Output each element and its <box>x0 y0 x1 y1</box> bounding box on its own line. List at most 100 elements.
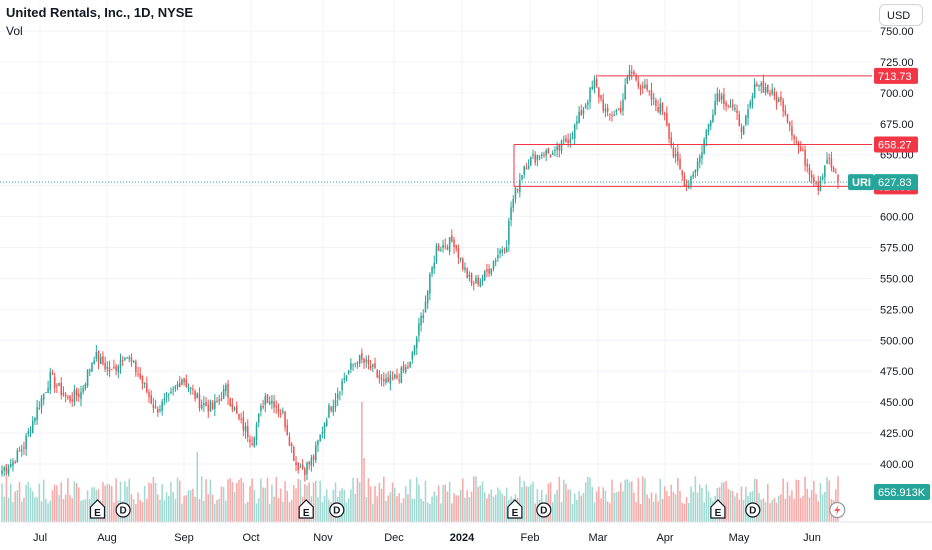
volume-bar <box>648 498 651 522</box>
volume-bar <box>580 495 583 522</box>
candle-body <box>659 103 662 114</box>
candle-body <box>325 419 328 426</box>
chart-grid <box>0 0 872 522</box>
candle-body <box>10 463 12 467</box>
candle-body <box>415 337 418 348</box>
x-tick-label: Aug <box>97 532 117 544</box>
candle-body <box>297 462 299 471</box>
earnings-icon[interactable] <box>89 499 106 519</box>
volume-bar <box>736 492 738 522</box>
dividend-icon[interactable] <box>329 502 345 518</box>
volume-bar <box>393 487 396 522</box>
volume-legend: Vol <box>6 24 23 38</box>
volume-bar <box>635 502 637 522</box>
candle-body <box>694 169 697 173</box>
x-tick-label: 2024 <box>450 532 475 544</box>
volume-bar <box>681 502 683 522</box>
volume-bar <box>602 487 604 522</box>
volume-bar <box>374 486 376 522</box>
volume-bar <box>135 503 137 522</box>
candle-body <box>200 404 203 409</box>
volume-bar <box>668 496 670 522</box>
candle-body <box>299 466 302 468</box>
volume-bar <box>422 500 425 522</box>
volume-bar <box>257 498 260 522</box>
volume-bar <box>319 480 321 522</box>
dividend-icon[interactable] <box>745 502 761 518</box>
earnings-icon[interactable] <box>710 499 726 519</box>
dividend-icon[interactable] <box>115 502 131 518</box>
candle-body <box>716 93 719 102</box>
candle-body <box>275 406 278 408</box>
candle-body <box>150 395 152 404</box>
volume-bar <box>571 503 574 522</box>
volume-bar <box>233 492 236 522</box>
candle-body <box>551 152 554 155</box>
candle-body <box>264 396 267 406</box>
volume-bar <box>205 479 207 522</box>
currency-button[interactable]: USD <box>879 4 923 26</box>
x-tick-label: Apr <box>656 532 673 544</box>
volume-bar <box>115 478 117 522</box>
x-tick-label: Jul <box>33 532 47 544</box>
candle-body <box>86 370 89 386</box>
candle-body <box>347 370 350 374</box>
volume-bar <box>674 494 677 522</box>
volume-bar <box>652 501 655 522</box>
volume-bar <box>119 481 122 522</box>
candle-body <box>268 401 271 405</box>
volume-bar <box>187 490 190 522</box>
dividend-marker-label: D <box>540 506 547 517</box>
candle-body <box>690 176 692 185</box>
candle-body <box>573 124 576 139</box>
candle-body <box>389 375 392 384</box>
candle-body <box>530 157 532 166</box>
volume-bar <box>325 489 328 522</box>
volume-bar <box>367 478 370 522</box>
candle-body <box>56 385 58 387</box>
volume-bar <box>646 494 648 522</box>
candle-body <box>532 154 534 156</box>
candle-body <box>413 346 416 355</box>
volume-bar <box>773 497 776 522</box>
volume-bar <box>69 495 71 522</box>
earnings-icon[interactable] <box>298 499 314 519</box>
candle-body <box>448 237 451 252</box>
volume-bar <box>132 498 135 522</box>
volume-bar <box>284 481 286 522</box>
candle-body <box>391 377 394 379</box>
candlesticks <box>1 64 839 482</box>
candle-body <box>393 374 396 378</box>
candle-body <box>791 126 793 136</box>
last-price-badge: 627.83 <box>878 177 912 189</box>
candle-body <box>606 107 609 112</box>
candle-body <box>38 408 41 410</box>
candle-body <box>749 102 751 107</box>
candle-body <box>804 149 806 166</box>
candle-body <box>45 392 47 394</box>
candle-body <box>350 363 352 370</box>
volume-bar <box>150 483 152 522</box>
candle-body <box>641 86 644 89</box>
volume-bar <box>10 483 12 522</box>
candle-body <box>736 110 738 113</box>
candle-body <box>698 156 701 163</box>
time-axis[interactable]: Jul Aug Sep Oct Nov Dec 2024 Feb Mar Apr May Jun <box>0 521 932 544</box>
dividend-icon[interactable] <box>536 502 552 518</box>
candle-body <box>260 406 262 412</box>
candle-body <box>646 84 648 90</box>
volume-bar <box>549 482 552 522</box>
earnings-icon[interactable] <box>507 499 523 519</box>
candle-body <box>78 393 80 397</box>
volume-bar <box>170 482 172 522</box>
price-axis[interactable]: 400.00 425.00 450.00 475.00 500.00 525.00 550.… <box>872 0 932 550</box>
volume-bar <box>797 479 800 522</box>
candle-body <box>178 382 181 387</box>
candle-body <box>343 378 346 380</box>
volume-bar <box>628 482 631 522</box>
candle-body <box>681 171 683 175</box>
candle-body <box>571 136 574 138</box>
volume-bar <box>361 402 363 522</box>
candle-body <box>352 364 354 366</box>
